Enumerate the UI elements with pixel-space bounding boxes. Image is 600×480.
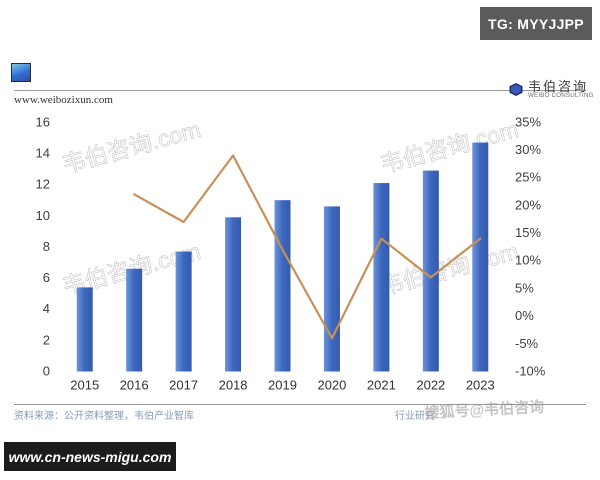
- svg-text:2022: 2022: [416, 378, 445, 393]
- svg-text:15%: 15%: [515, 225, 541, 240]
- svg-text:2: 2: [43, 332, 50, 347]
- svg-text:12: 12: [36, 177, 50, 192]
- svg-text:2019: 2019: [268, 378, 297, 393]
- svg-text:2023: 2023: [466, 378, 495, 393]
- svg-text:30%: 30%: [515, 142, 541, 157]
- svg-text:2021: 2021: [367, 378, 396, 393]
- svg-text:0%: 0%: [515, 308, 534, 323]
- svg-text:10: 10: [36, 208, 50, 223]
- svg-text:2015: 2015: [70, 378, 99, 393]
- svg-text:2017: 2017: [169, 378, 198, 393]
- svg-text:2016: 2016: [120, 378, 149, 393]
- svg-text:8: 8: [43, 239, 50, 254]
- svg-text:2018: 2018: [219, 378, 248, 393]
- svg-text:35%: 35%: [515, 114, 541, 129]
- svg-text:6: 6: [43, 270, 50, 285]
- svg-text:5%: 5%: [515, 280, 534, 295]
- svg-text:10%: 10%: [515, 253, 541, 268]
- svg-text:25%: 25%: [515, 170, 541, 185]
- svg-text:4: 4: [43, 301, 50, 316]
- svg-text:2020: 2020: [317, 378, 346, 393]
- svg-text:16: 16: [36, 114, 50, 129]
- svg-text:0: 0: [43, 364, 50, 379]
- svg-text:20%: 20%: [515, 197, 541, 212]
- svg-text:-10%: -10%: [515, 364, 546, 379]
- svg-text:14: 14: [36, 145, 50, 160]
- svg-text:-5%: -5%: [515, 336, 539, 351]
